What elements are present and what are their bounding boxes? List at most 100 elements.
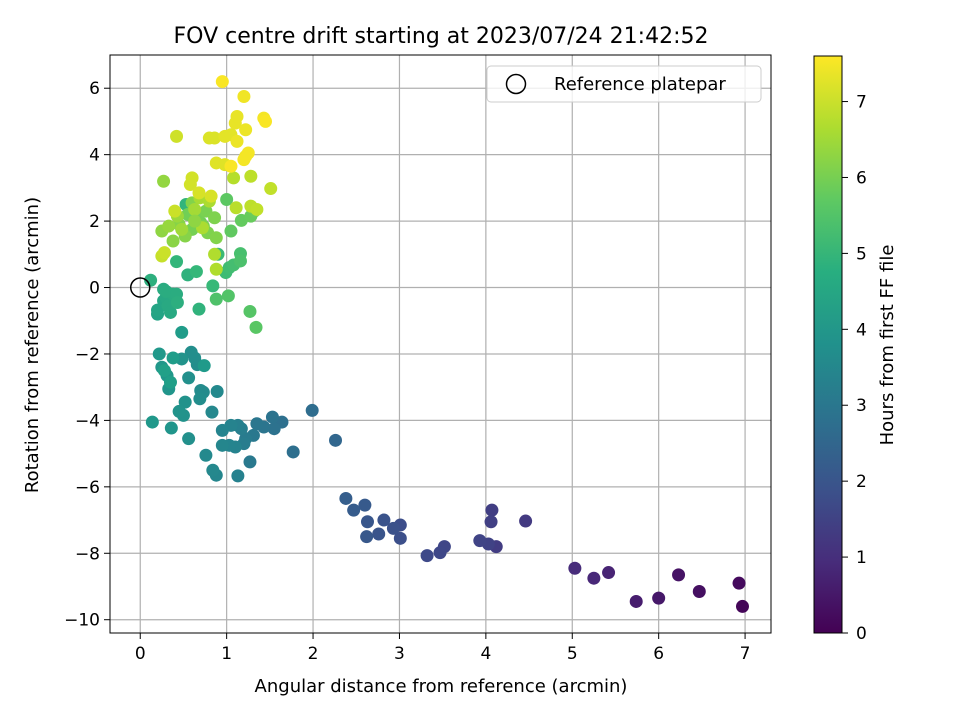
y-tick-label: −8 [75,544,100,564]
x-tick-label: 4 [480,644,491,664]
data-point [159,285,173,299]
data-point [178,395,192,409]
data-point [163,375,177,389]
reference-platepar-marker [129,277,151,298]
legend: Reference platepar [486,65,762,103]
data-point [204,189,218,203]
data-point [393,531,407,545]
data-point [372,527,386,541]
data-point [205,405,219,419]
data-point [189,265,203,279]
data-point [485,503,499,517]
data-point [629,594,643,608]
data-point [473,534,487,548]
legend-box [486,65,762,103]
data-point [672,568,686,582]
plot-area [110,55,771,633]
x-tick-label: 3 [394,644,405,664]
data-point [209,231,223,245]
x-axis-ticks: 0 1 2 3 4 5 6 7 [135,633,750,664]
data-point [206,463,220,477]
data-point [267,422,281,436]
data-point [193,392,207,406]
data-point [243,304,257,318]
data-point [144,273,158,287]
data-point [157,364,171,378]
y-tick-label: −6 [75,478,100,498]
data-point [237,90,251,104]
data-point [227,171,241,185]
data-point [170,129,184,143]
colorbar-tick-label: 4 [856,320,867,340]
data-point [208,247,222,261]
data-point [151,303,165,317]
data-point [206,279,220,293]
data-point [250,417,264,431]
data-point [182,371,196,385]
data-point [157,246,171,260]
data-point [157,174,171,188]
x-axis-label: Angular distance from reference (arcmin) [255,676,628,697]
data-point [197,359,211,373]
data-point [386,521,400,535]
data-point [735,599,749,613]
data-point [233,254,247,268]
data-point [231,469,245,483]
data-point [224,224,238,238]
data-point [188,214,202,228]
data-point [433,546,447,560]
data-point [184,345,198,359]
data-point [199,448,213,462]
data-point [215,75,229,89]
data-point [152,347,166,361]
legend-marker [505,73,527,95]
data-point [259,114,273,128]
y-tick-label: 0 [89,279,100,299]
data-point [164,421,178,435]
data-point [264,182,278,196]
data-point [183,178,197,192]
data-point [360,530,374,544]
colorbar-tick-label: 5 [856,244,867,264]
data-point [250,202,264,216]
data-point [358,498,372,512]
data-point [339,491,353,505]
data-point [215,423,229,437]
data-point [170,295,184,309]
colorbar: 0 1 2 3 4 5 6 7 Hours from first FF file [813,55,898,644]
y-tick-label: −4 [75,411,100,431]
y-axis-ticks: −10 −8 −6 −4 −2 0 2 4 6 [64,79,110,631]
colorbar-tick-label: 6 [856,168,867,188]
data-point [209,292,223,306]
colorbar-tick-label: 2 [856,472,867,492]
x-tick-label: 0 [135,644,146,664]
data-point [377,513,391,527]
x-tick-label: 2 [308,644,319,664]
x-tick-label: 5 [567,644,578,664]
data-point [192,186,206,200]
data-point [162,219,176,233]
data-point [166,351,180,365]
y-tick-label: 6 [89,79,100,99]
data-point [587,571,601,585]
data-point [244,169,258,183]
data-point [692,584,706,598]
legend-entry: Reference platepar [554,74,726,95]
data-point [221,289,235,303]
y-axis-label: Rotation from reference (arcmin) [22,197,43,493]
data-point [360,515,374,529]
scatter-points [144,75,749,613]
data-point [347,503,361,517]
data-point [484,515,498,529]
data-point [210,385,224,399]
x-tick-label: 6 [653,644,664,664]
data-point [208,131,222,145]
data-point [224,159,238,173]
data-point [329,433,343,447]
data-point [243,455,257,469]
data-point [420,549,434,563]
y-tick-label: 2 [89,212,100,232]
colorbar-tick-label: 1 [856,548,867,568]
data-point [175,325,189,339]
